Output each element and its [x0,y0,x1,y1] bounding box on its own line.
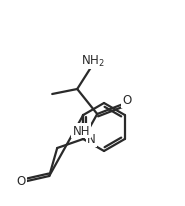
Text: O: O [17,175,26,188]
Text: N: N [87,133,96,146]
Text: NH$_2$: NH$_2$ [81,53,105,68]
Text: O: O [123,94,132,107]
Text: NH: NH [73,124,90,137]
